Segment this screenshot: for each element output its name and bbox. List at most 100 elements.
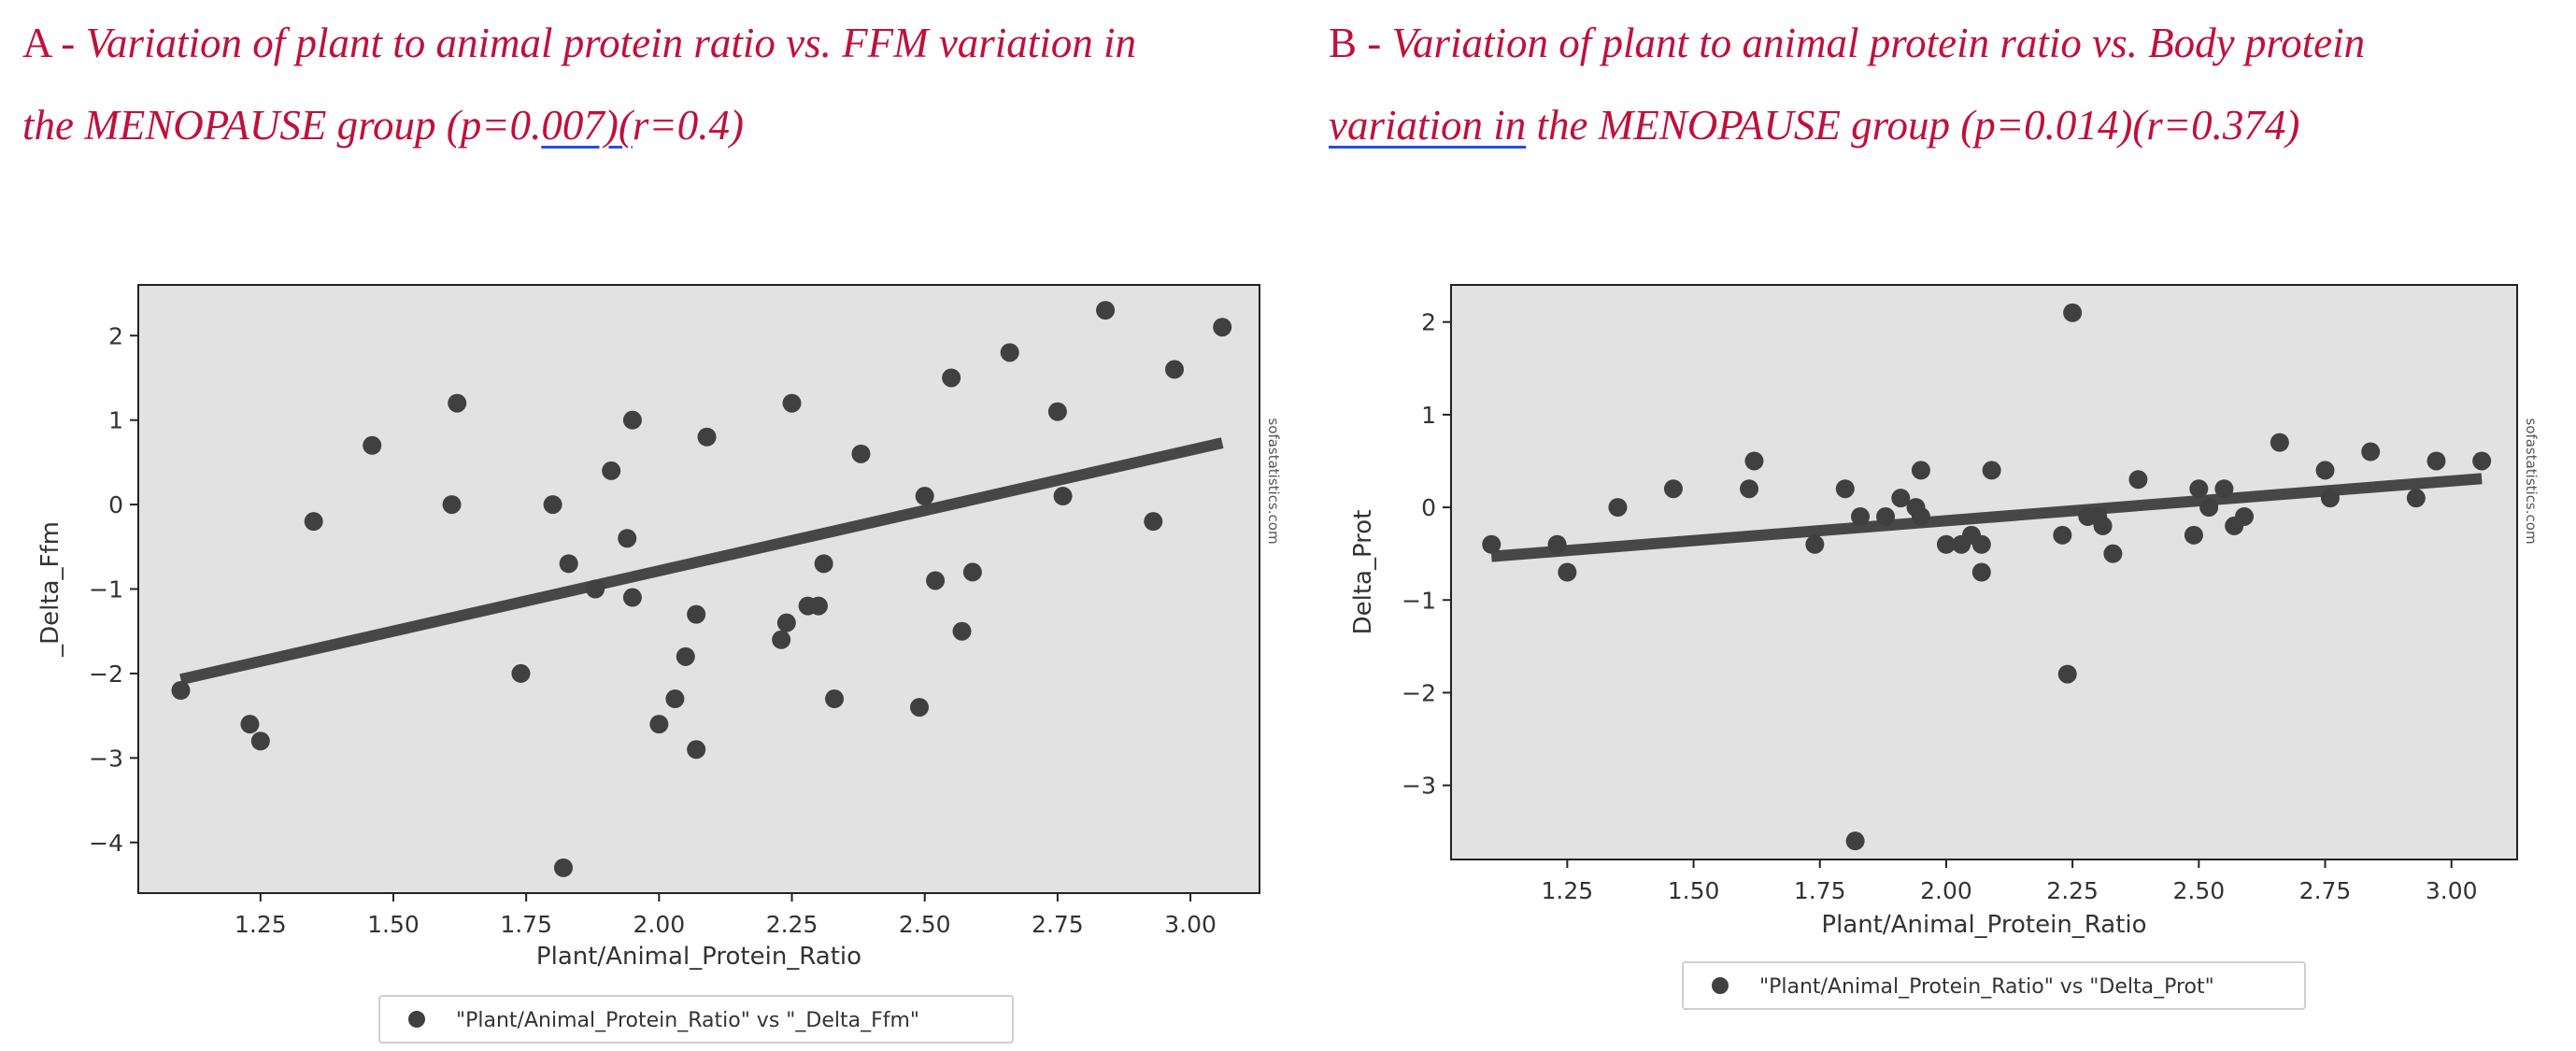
chart-b-data-point — [1482, 534, 1501, 554]
chart-b-data-point — [1663, 479, 1683, 499]
chart-b-x-tick-label: 2.25 — [2046, 877, 2099, 904]
chart-a-data-point — [543, 495, 562, 515]
chart-b-data-point — [2406, 489, 2426, 508]
chart-a-title-text1: Variation of plant to animal protein rat… — [85, 20, 1137, 66]
chart-a-data-point — [586, 579, 605, 599]
chart-b-data-point — [1608, 498, 1628, 518]
chart-a-y-tick-label: 0 — [108, 491, 123, 518]
chart-b-data-point — [1911, 461, 1930, 480]
chart-b-data-point — [2427, 451, 2446, 471]
chart-b-data-point — [2184, 525, 2203, 545]
chart-a-legend-box — [378, 995, 1014, 1044]
chart-a-data-point — [1165, 360, 1185, 379]
chart-a-data-point — [687, 604, 706, 624]
chart-a-data-point — [814, 554, 833, 574]
chart-b-x-tick-label: 1.50 — [1668, 877, 1720, 904]
chart-a-x-tick-label: 1.25 — [235, 911, 287, 938]
chart-b-title-text2b: the MENOPAUSE group (p=0.014)(r=0.374) — [1526, 102, 2300, 149]
chart-b-title: B - Variation of plant to animal protein… — [1329, 2, 2365, 166]
chart-b-x-axis-label: Plant/Animal_Protein_Ratio — [1821, 911, 2146, 939]
chart-a-title-underlined: 007)( — [541, 102, 633, 149]
chart-a-title-line2: the MENOPAUSE group (p=0.007)(r=0.4) — [22, 84, 1136, 166]
chart-a-data-point — [1053, 487, 1073, 506]
chart-b-data-point — [1845, 831, 1865, 851]
chart-a-data-point — [622, 588, 642, 607]
chart-a-data-point — [1096, 301, 1116, 320]
chart-a-data-point — [776, 613, 796, 632]
chart-a-data-point — [559, 554, 578, 574]
chart-a-data-point — [665, 689, 685, 709]
chart-b-x-tick-label: 1.75 — [1794, 877, 1846, 904]
chart-a-data-point — [1000, 343, 1019, 362]
chart-b-data-point — [2472, 451, 2492, 471]
chart-a-x-tick-label: 2.00 — [633, 911, 686, 938]
chart-b-data-point — [2270, 433, 2289, 452]
chart-b-legend-box — [1682, 961, 2306, 1010]
chart-b-data-point — [1911, 506, 1930, 526]
chart-b-data-point — [2214, 479, 2234, 499]
chart-a-legend-label: "Plant/Animal_Protein_Ratio" vs "_Delta_… — [456, 1009, 919, 1032]
chart-a-data-point — [808, 596, 828, 616]
chart-a-data-point — [622, 410, 642, 430]
chart-a-y-tick-label: −1 — [89, 576, 123, 604]
chart-b-legend-marker — [1712, 977, 1729, 994]
chart-b-legend-label: "Plant/Animal_Protein_Ratio" vs "Delta_P… — [1759, 975, 2214, 999]
chart-b-title-underlined: variation in — [1329, 102, 1527, 149]
chart-b-data-point — [2128, 470, 2148, 490]
chart-b-data-point — [2320, 489, 2340, 508]
chart-a-data-point — [553, 858, 573, 877]
chart-b-data-point — [1805, 534, 1825, 554]
chart-a-data-point — [618, 529, 637, 548]
chart-a-x-tick-label: 1.50 — [367, 911, 420, 938]
chart-b-data-point — [1971, 562, 1991, 582]
chart-a-data-point — [363, 435, 382, 455]
chart-b-y-tick-label: −3 — [1402, 773, 1436, 800]
chart-a-title-text2a: the MENOPAUSE group (p=0. — [22, 102, 542, 149]
chart-a-title-text2b: r=0.4) — [632, 102, 744, 149]
chart-b-y-tick-label: 2 — [1421, 309, 1436, 336]
chart-a-data-point — [602, 461, 621, 480]
chart-a-plot-area — [137, 284, 1260, 894]
chart-a-y-tick-label: −2 — [89, 660, 123, 688]
chart-a-trend-line — [179, 437, 1224, 686]
chart-b-trend-line — [1490, 473, 2483, 562]
chart-b-y-tick-label: −2 — [1402, 679, 1436, 706]
chart-b-x-tick-label: 2.00 — [1920, 877, 1972, 904]
chart-b-title-line2: variation in the MENOPAUSE group (p=0.01… — [1329, 84, 2365, 166]
chart-a-data-point — [942, 368, 961, 388]
chart-a-y-tick-label: 1 — [108, 407, 123, 434]
chart-a-data-point — [304, 512, 323, 532]
chart-a-title: A - Variation of plant to animal protein… — [22, 2, 1136, 166]
chart-a-x-axis-label: Plant/Animal_Protein_Ratio — [536, 943, 861, 971]
chart-a-y-tick-label: 2 — [108, 322, 123, 349]
chart-b-data-point — [2199, 498, 2219, 518]
chart-a-y-axis-label: _Delta_Ffm — [36, 521, 64, 658]
chart-b-data-point — [2189, 479, 2209, 499]
chart-a-data-point — [782, 393, 802, 413]
chart-a-x-tick-label: 3.00 — [1164, 911, 1217, 938]
chart-a-data-point — [697, 427, 717, 447]
chart-b-data-point — [1558, 562, 1577, 582]
chart-a-data-point — [952, 621, 972, 641]
chart-a-legend-marker — [408, 1011, 425, 1028]
chart-a-data-point — [926, 571, 946, 590]
chart-a-plot: 1.25 1.50 1.75 2.00 2.25 2.50 2.75 3.00 2 1 0 −1 −2 −… — [36, 284, 1282, 1044]
chart-b-data-point — [1547, 534, 1567, 554]
chart-b-x-tick-label: 2.50 — [2172, 877, 2225, 904]
chart-b-x-tick-label: 2.75 — [2299, 877, 2352, 904]
chart-b-plot: 1.25 1.50 1.75 2.00 2.25 2.50 2.75 3.00 2 1 0 −1 −2 −… — [1349, 284, 2540, 1010]
chart-b-data-point — [1982, 461, 2001, 480]
chart-a-data-point — [511, 663, 531, 683]
chart-a-y-tick-label: −4 — [89, 830, 123, 857]
chart-b-data-point — [1876, 506, 1896, 526]
chart-a-y-tick-label: −3 — [89, 745, 123, 772]
chart-b-data-point — [1891, 489, 1911, 508]
chart-a-data-point — [250, 731, 270, 751]
chart-a-data-point — [448, 393, 467, 413]
chart-b-data-point — [2103, 544, 2123, 563]
chart-a-x-tick-label: 2.50 — [899, 911, 951, 938]
chart-b-data-point — [2361, 442, 2381, 462]
chart-a-x-tick-label: 2.75 — [1032, 911, 1084, 938]
chart-b-y-axis-label: Delta_Prot — [1349, 510, 1377, 635]
